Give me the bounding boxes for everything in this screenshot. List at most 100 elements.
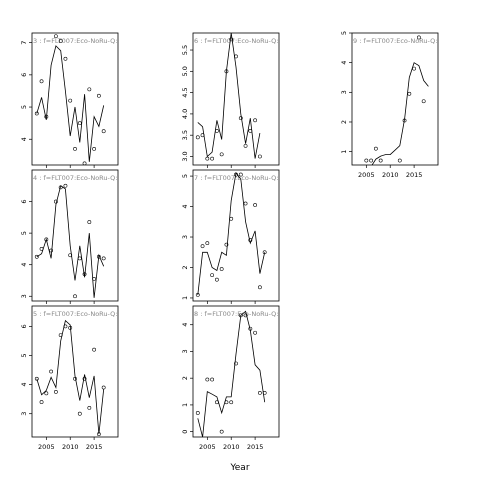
- y-tick-label: 0: [181, 430, 189, 434]
- data-point: [96, 93, 101, 98]
- data-point: [224, 400, 229, 405]
- data-point: [82, 272, 87, 277]
- panel-frame: [351, 32, 439, 166]
- panel-6: 8 : f=FLT007:Eco-NoRu-Q: 0 1 2 3 4 2005 2010 201…: [181, 305, 280, 451]
- x-tick-label: 2005: [358, 171, 375, 179]
- series-line: [197, 172, 266, 295]
- data-point: [243, 201, 248, 206]
- data-point: [262, 390, 267, 395]
- data-point: [407, 91, 412, 96]
- data-point: [92, 277, 97, 281]
- x-tick-label: 2010: [62, 443, 79, 451]
- x-tick-label: 2005: [38, 443, 55, 451]
- series-line: [197, 33, 261, 159]
- data-point: [53, 34, 58, 39]
- data-point: [82, 161, 87, 165]
- data-point: [101, 256, 106, 261]
- data-point: [238, 313, 243, 318]
- data-point: [87, 405, 92, 410]
- y-tick-label: 3: [20, 412, 28, 416]
- y-tick-label: 1: [181, 403, 189, 407]
- data-point: [200, 133, 205, 138]
- data-point: [224, 242, 229, 247]
- panel-data: [34, 34, 106, 165]
- data-point: [219, 267, 224, 271]
- data-point: [369, 158, 374, 163]
- data-point: [397, 158, 402, 163]
- data-point: [253, 330, 258, 335]
- panel-title: 7 : f=FLT007:Eco-NoRu-Q:: [194, 174, 278, 182]
- panel-frame: [192, 305, 280, 438]
- y-tick-label: 5: [20, 105, 28, 109]
- panel-title: 4 : f=FLT007:Eco-NoRu-Q:: [33, 174, 117, 182]
- y-tick-label: 4: [20, 383, 28, 387]
- y-tick-label: 3: [20, 294, 28, 298]
- data-point: [73, 294, 77, 299]
- data-point: [229, 400, 234, 405]
- y-tick-label: 4: [20, 137, 28, 141]
- data-point: [200, 244, 205, 249]
- data-point: [73, 376, 77, 381]
- data-point: [416, 35, 421, 40]
- data-point: [34, 111, 39, 116]
- data-point: [44, 114, 49, 119]
- data-point: [378, 158, 383, 163]
- data-point: [87, 87, 92, 92]
- panel-7: 9 : f=FLT007:Eco-NoRu-Q: 1 2 3 4 5 2005 2010 201…: [340, 31, 439, 179]
- data-point: [373, 146, 378, 151]
- data-point: [68, 325, 73, 330]
- data-point: [63, 324, 68, 329]
- data-point: [234, 54, 238, 59]
- data-point: [49, 248, 54, 253]
- y-tick-label: 2: [181, 376, 189, 380]
- y-tick-label: 5: [181, 174, 189, 178]
- data-point: [214, 277, 219, 282]
- data-point: [195, 293, 200, 297]
- data-point: [87, 220, 92, 224]
- panel-title: 5 : f=FLT007:Eco-NoRu-Q:: [33, 310, 117, 318]
- panel-frame: [31, 305, 119, 438]
- data-point: [234, 172, 238, 177]
- y-tick-label: 6: [20, 324, 28, 328]
- y-tick-label: 2: [181, 265, 189, 269]
- data-point: [421, 99, 426, 104]
- data-point: [248, 326, 253, 331]
- data-point: [210, 377, 215, 382]
- panel-frame: [31, 32, 119, 166]
- panel-data: [195, 172, 267, 297]
- data-point: [101, 129, 106, 134]
- panel-grid: 3 : f=FLT007:Eco-NoRu-Q: 4 5 6 7 4 : f=FLT007…: [20, 31, 439, 451]
- y-tick-label: 4: [181, 204, 189, 208]
- panel-data: [195, 310, 267, 437]
- data-point: [53, 199, 58, 204]
- x-tick-label: 2015: [86, 443, 103, 451]
- data-point: [262, 250, 267, 255]
- panel-3: 5 : f=FLT007:Eco-NoRu-Q: 3 4 5 6 2005 2010 2015: [20, 305, 119, 451]
- y-tick-label: 3: [340, 90, 348, 94]
- data-point: [39, 247, 44, 251]
- data-point: [253, 118, 258, 123]
- data-point: [253, 203, 258, 207]
- data-point: [101, 385, 106, 390]
- data-point: [63, 56, 68, 61]
- y-tick-label: 1: [340, 150, 348, 154]
- y-tick-label: 5: [20, 353, 28, 357]
- y-tick-label: 5: [340, 31, 348, 35]
- data-point: [257, 154, 262, 159]
- data-point: [92, 347, 97, 352]
- data-point: [68, 253, 73, 258]
- panel-title: 9 : f=FLT007:Eco-NoRu-Q:: [353, 37, 437, 45]
- data-point: [257, 285, 262, 290]
- data-point: [92, 147, 97, 151]
- data-point: [44, 391, 49, 396]
- data-point: [234, 361, 238, 366]
- data-point: [68, 98, 73, 103]
- data-point: [58, 39, 63, 43]
- data-point: [402, 118, 407, 123]
- data-point: [34, 254, 39, 259]
- data-point: [73, 147, 77, 151]
- panel-title: 6 : f=FLT007:Eco-NoRu-Q:: [194, 37, 278, 45]
- x-tick-label: 2005: [199, 443, 216, 451]
- panel-data: [364, 35, 429, 165]
